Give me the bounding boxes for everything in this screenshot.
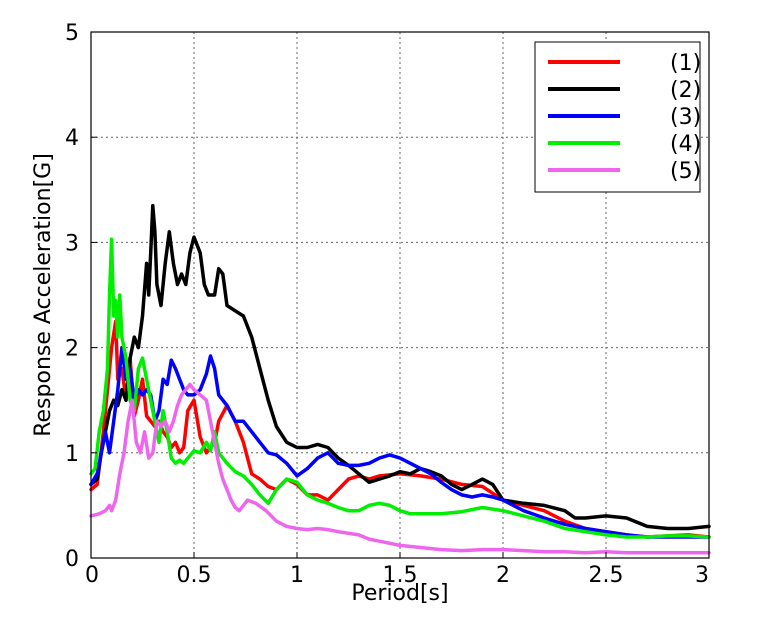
y-tick-label: 1 [65,442,79,467]
legend-label-3: (3) [670,105,701,130]
y-tick-label: 0 [65,547,79,572]
legend-label-1: (1) [670,51,701,76]
legend-label-4: (4) [670,132,701,157]
y-tick-label: 5 [65,21,79,46]
y-tick-label: 3 [65,231,79,256]
series-line-2 [89,203,711,531]
x-tick-label: 1 [290,563,304,588]
x-tick-label: 2 [496,563,510,588]
series-line-5 [89,382,711,555]
x-tick-label: 3 [695,563,709,588]
legend-label-5: (5) [670,159,701,184]
series-line-4 [89,237,711,539]
y-axis-label: Response Acceleration[G] [31,153,56,437]
x-tick-label: 0 [85,563,99,588]
series-lines [89,203,711,555]
y-tick-label: 4 [65,126,79,151]
axis-ticks: 0 0.5 1 1.5 2 2.5 3 0 1 2 3 4 5 [65,21,710,588]
x-tick-label: 2.5 [589,563,624,588]
legend-label-2: (2) [670,78,701,103]
x-axis-label: Period[s] [351,581,448,606]
x-tick-label: 0.5 [177,563,212,588]
x-tick-label: 1.5 [383,563,418,588]
series-line-3 [89,345,711,539]
legend: (1)(2)(3)(4)(5) [534,41,701,193]
y-tick-label: 2 [65,337,79,362]
